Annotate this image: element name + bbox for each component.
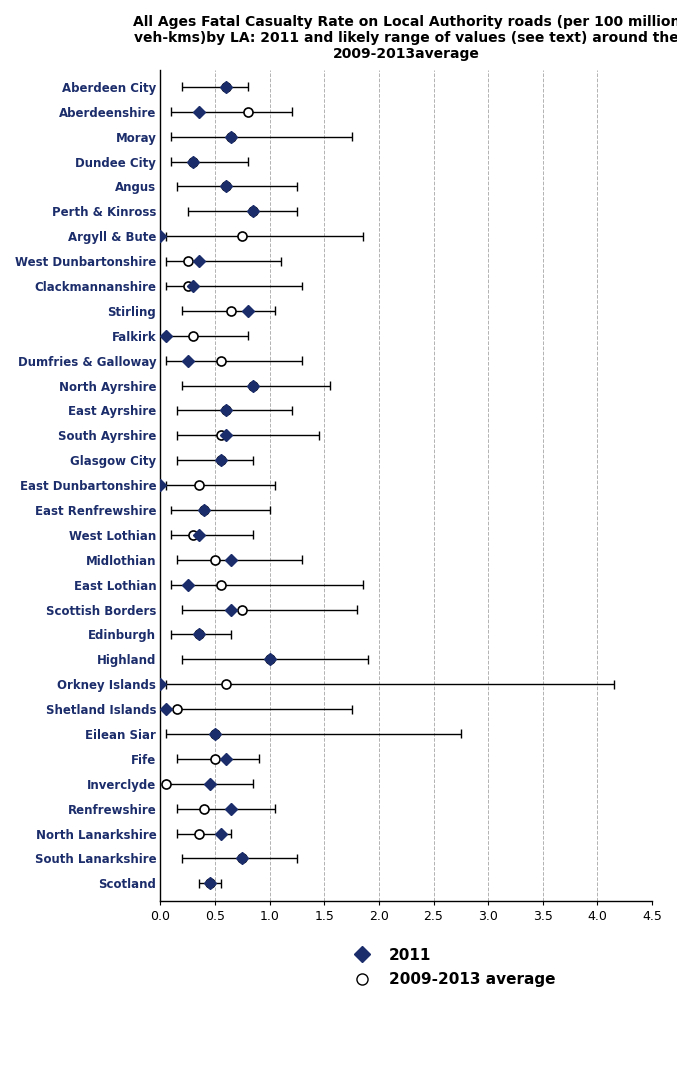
Title: All Ages Fatal Casualty Rate on Local Authority roads (per 100 million
veh-kms)b: All Ages Fatal Casualty Rate on Local Au… — [133, 15, 677, 62]
Legend: 2011, 2009-2013 average: 2011, 2009-2013 average — [340, 942, 562, 993]
